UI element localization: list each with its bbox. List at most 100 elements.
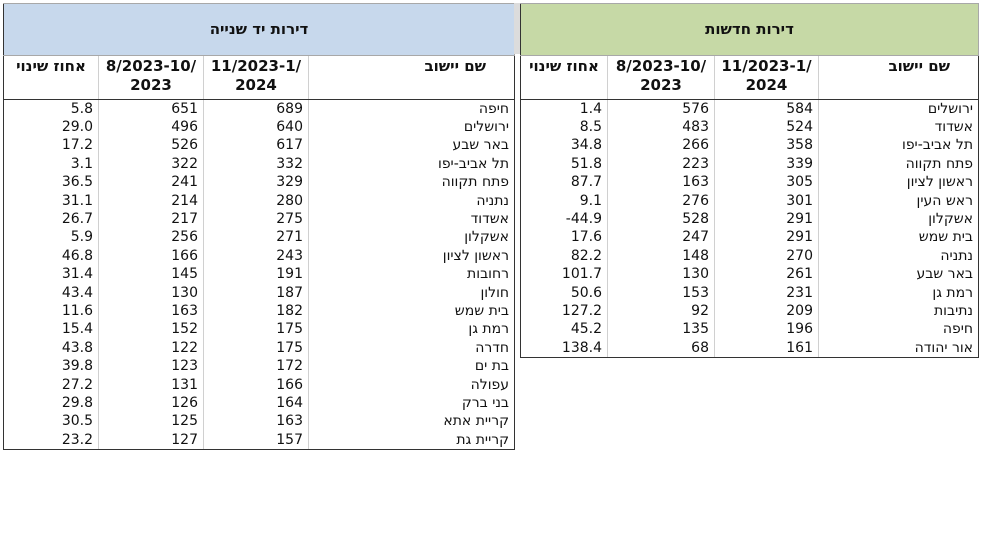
locality-name-cell: רמת גן (307, 320, 516, 340)
change-percent-cell: 27.2 (3, 375, 99, 395)
period-aug-oct-cell: 223 (607, 155, 715, 174)
table-row: 27.2 131 166 עפולה (3, 375, 516, 395)
table-row: 43.8 122 175 חדרה (3, 339, 516, 358)
change-percent-cell: 1.4 (520, 99, 608, 119)
table-row: 23.2 127 157 קריית גת (3, 431, 516, 451)
used-apartments-rows: 5.8 651 689 חיפה 29.0 496 640 ירושלים 17.2 526 617… (3, 99, 516, 451)
locality-name-cell: בית שמש (307, 302, 516, 321)
period-nov-jan-cell: 291 (714, 228, 819, 248)
period-aug-oct-cell: 130 (98, 283, 204, 303)
period-aug-oct-cell: 122 (98, 339, 204, 358)
change-percent-cell: 17.6 (520, 228, 608, 248)
period-aug-oct-cell: 651 (98, 99, 204, 119)
locality-name-cell: אשדוד (817, 118, 980, 137)
period-aug-oct-cell: 217 (98, 210, 204, 229)
period-nov-jan-cell: 617 (203, 136, 309, 156)
table-row: 39.8 123 172 בת ים (3, 357, 516, 376)
change-percent-cell: 43.8 (3, 339, 99, 358)
header-locality-name: שם יישוב (307, 55, 516, 100)
change-percent-cell: 11.6 (3, 302, 99, 321)
period-nov-jan-cell: 689 (203, 99, 309, 119)
table-row: 82.2 148 270 נתניה (520, 247, 980, 266)
change-percent-cell: 46.8 (3, 247, 99, 266)
change-percent-cell: 30.5 (3, 412, 99, 432)
table-row: 5.9 256 271 אשקלון (3, 228, 516, 248)
used-apartments-panel: דירות יד שנייה אחוז שינוי 8/2023-10/2023… (2, 3, 516, 451)
locality-name-cell: בני ברק (307, 394, 516, 413)
period-aug-oct-cell: 528 (607, 210, 715, 229)
locality-name-cell: ירושלים (817, 99, 980, 119)
period-nov-jan-cell: 584 (714, 99, 819, 119)
period-aug-oct-cell: 214 (98, 191, 204, 211)
locality-name-cell: ראשון לציון (307, 247, 516, 266)
panel-divider (514, 3, 520, 54)
change-percent-cell: 36.5 (3, 173, 99, 192)
table-row: 17.2 526 617 באר שבע (3, 136, 516, 156)
table-row: 30.5 125 163 קריית אתא (3, 412, 516, 432)
change-percent-cell: 34.8 (520, 136, 608, 156)
change-percent-cell: 29.0 (3, 118, 99, 137)
table-row: 101.7 130 261 באר שבע (520, 265, 980, 284)
change-percent-cell: 50.6 (520, 283, 608, 303)
locality-name-cell: אור יהודה (817, 339, 980, 359)
period-nov-jan-cell: 209 (714, 302, 819, 321)
locality-name-cell: אשקלון (817, 210, 980, 229)
period-nov-jan-cell: 187 (203, 283, 309, 303)
change-percent-cell: 17.2 (3, 136, 99, 156)
new-apartments-panel: דירות חדשות אחוז שינוי 8/2023-10/2023 11… (519, 3, 980, 359)
period-nov-jan-cell: 305 (714, 173, 819, 192)
period-aug-oct-cell: 166 (98, 247, 204, 266)
change-percent-cell: 138.4 (520, 339, 608, 359)
change-percent-cell: 39.8 (3, 357, 99, 376)
header-change-percent: אחוז שינוי (3, 55, 99, 100)
change-percent-cell: 87.7 (520, 173, 608, 192)
locality-name-cell: תל אביב-יפו (307, 155, 516, 174)
locality-name-cell: חולון (307, 283, 516, 303)
period-nov-jan-cell: 161 (714, 339, 819, 359)
period-aug-oct-cell: 130 (607, 265, 715, 284)
change-percent-cell: 45.2 (520, 320, 608, 340)
period-nov-jan-cell: 280 (203, 191, 309, 211)
period-nov-jan-cell: 175 (203, 339, 309, 358)
locality-name-cell: נתיבות (817, 302, 980, 321)
period-nov-jan-cell: 271 (203, 228, 309, 248)
locality-name-cell: ירושלים (307, 118, 516, 137)
table-row: 127.2 92 209 נתיבות (520, 302, 980, 321)
used-apartments-title: דירות יד שנייה (2, 3, 516, 56)
table-row: 11.6 163 182 בית שמש (3, 302, 516, 321)
locality-name-cell: רחובות (307, 265, 516, 284)
table-row: 51.8 223 339 פתח תקווה (520, 155, 980, 174)
header-period-nov-jan: 11/2023-1/2024 (203, 55, 309, 100)
locality-name-cell: באר שבע (817, 265, 980, 284)
period-nov-jan-cell: 329 (203, 173, 309, 192)
header-period-aug-oct: 8/2023-10/2023 (607, 55, 715, 100)
period-nov-jan-cell: 196 (714, 320, 819, 340)
period-nov-jan-cell: 166 (203, 375, 309, 395)
table-row: 1.4 576 584 ירושלים (520, 99, 980, 119)
period-aug-oct-cell: 526 (98, 136, 204, 156)
period-aug-oct-cell: 131 (98, 375, 204, 395)
period-nov-jan-cell: 339 (714, 155, 819, 174)
locality-name-cell: באר שבע (307, 136, 516, 156)
table-row: 43.4 130 187 חולון (3, 283, 516, 303)
period-nov-jan-cell: 332 (203, 155, 309, 174)
locality-name-cell: ראש העין (817, 191, 980, 211)
table-row: 138.4 68 161 אור יהודה (520, 339, 980, 359)
period-aug-oct-cell: 126 (98, 394, 204, 413)
table-row: 15.4 152 175 רמת גן (3, 320, 516, 340)
period-aug-oct-cell: 92 (607, 302, 715, 321)
change-percent-cell: 8.5 (520, 118, 608, 137)
locality-name-cell: עפולה (307, 375, 516, 395)
change-percent-cell: 31.4 (3, 265, 99, 284)
period-aug-oct-cell: 247 (607, 228, 715, 248)
period-aug-oct-cell: 135 (607, 320, 715, 340)
period-nov-jan-cell: 275 (203, 210, 309, 229)
period-nov-jan-cell: 243 (203, 247, 309, 266)
locality-name-cell: חיפה (307, 99, 516, 119)
period-aug-oct-cell: 152 (98, 320, 204, 340)
change-percent-cell: 127.2 (520, 302, 608, 321)
period-aug-oct-cell: 483 (607, 118, 715, 137)
locality-name-cell: תל אביב-יפו (817, 136, 980, 156)
header-period-aug-oct: 8/2023-10/2023 (98, 55, 204, 100)
table-row: 31.4 145 191 רחובות (3, 265, 516, 284)
